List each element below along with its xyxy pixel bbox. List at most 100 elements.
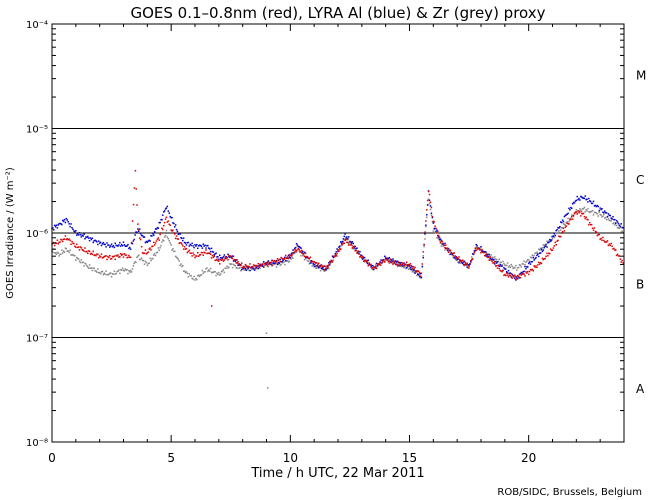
data-point: [314, 265, 316, 268]
data-point: [70, 223, 72, 225]
data-point: [191, 277, 193, 280]
data-point: [566, 222, 568, 225]
data-point: [487, 256, 490, 259]
data-point: [559, 235, 561, 238]
data-point: [332, 259, 335, 261]
data-point: [66, 250, 69, 252]
data-point: [259, 263, 261, 266]
data-point: [344, 239, 346, 242]
data-point: [618, 227, 621, 230]
data-point: [445, 247, 448, 249]
data-point: [133, 187, 136, 189]
data-point: [274, 262, 276, 265]
data-point: [602, 215, 604, 217]
data-point: [188, 273, 191, 275]
data-point: [338, 250, 340, 253]
data-point: [408, 263, 411, 266]
data-point: [427, 190, 430, 193]
data-point: [471, 253, 474, 255]
data-point: [212, 256, 215, 259]
data-point: [380, 262, 382, 264]
data-point: [352, 245, 355, 248]
data-point: [569, 218, 571, 220]
data-point: [603, 213, 605, 216]
data-point: [237, 261, 239, 263]
data-point: [532, 256, 534, 259]
data-point: [599, 213, 601, 216]
data-point: [518, 264, 521, 266]
data-point: [109, 258, 112, 260]
data-point: [245, 269, 248, 271]
data-point: [85, 263, 87, 265]
data-point: [560, 221, 562, 223]
data-point: [374, 264, 377, 266]
data-point: [262, 263, 264, 266]
data-point: [241, 262, 243, 264]
data-point: [621, 226, 623, 229]
data-point: [98, 271, 100, 274]
data-point: [417, 273, 419, 275]
data-point: [193, 246, 195, 249]
data-point: [462, 260, 465, 262]
data-point: [285, 254, 287, 257]
data-point: [367, 259, 369, 262]
data-point: [561, 227, 564, 229]
data-point: [371, 267, 373, 270]
data-point: [458, 258, 460, 261]
data-point: [401, 261, 403, 264]
data-point: [274, 259, 276, 262]
data-point: [423, 245, 425, 248]
data-point: [324, 265, 326, 268]
data-point: [578, 209, 580, 212]
data-point: [457, 257, 459, 260]
data-point: [486, 254, 489, 256]
data-point: [131, 268, 134, 270]
data-point: [192, 278, 194, 280]
data-point: [328, 264, 330, 266]
data-point: [212, 271, 215, 274]
data-point: [556, 232, 558, 235]
data-point: [368, 263, 370, 265]
data-point: [61, 249, 63, 251]
data-point: [143, 263, 146, 265]
data-point: [505, 264, 507, 267]
data-point: [164, 208, 167, 210]
data-point: [536, 251, 538, 254]
data-point: [138, 254, 140, 256]
data-point: [240, 264, 242, 267]
data-point: [144, 241, 147, 244]
data-point: [505, 270, 508, 273]
data-point: [394, 262, 396, 264]
data-point: [109, 245, 112, 247]
data-point: [233, 259, 236, 261]
data-point: [246, 268, 248, 271]
data-point: [228, 255, 230, 258]
data-point: [495, 262, 498, 264]
data-point: [173, 222, 175, 225]
data-point: [56, 239, 59, 242]
data-point: [205, 268, 207, 270]
data-point: [508, 274, 511, 276]
data-point: [183, 270, 186, 272]
data-point: [505, 264, 508, 267]
data-point: [202, 254, 204, 256]
data-point: [197, 247, 199, 250]
data-point: [445, 244, 447, 246]
data-point: [557, 231, 559, 234]
data-point: [359, 256, 361, 258]
data-point: [388, 260, 391, 262]
data-point: [136, 204, 138, 206]
data-point: [604, 212, 607, 214]
data-point: [281, 257, 283, 260]
data-point: [336, 248, 338, 250]
data-point: [581, 208, 584, 210]
data-point: [257, 265, 259, 267]
data-point: [447, 247, 450, 250]
data-point: [186, 251, 189, 254]
data-point: [265, 263, 268, 265]
data-point: [253, 264, 256, 267]
data-point: [420, 276, 423, 279]
data-point: [173, 233, 176, 235]
data-point: [552, 235, 555, 237]
data-point: [456, 258, 458, 261]
